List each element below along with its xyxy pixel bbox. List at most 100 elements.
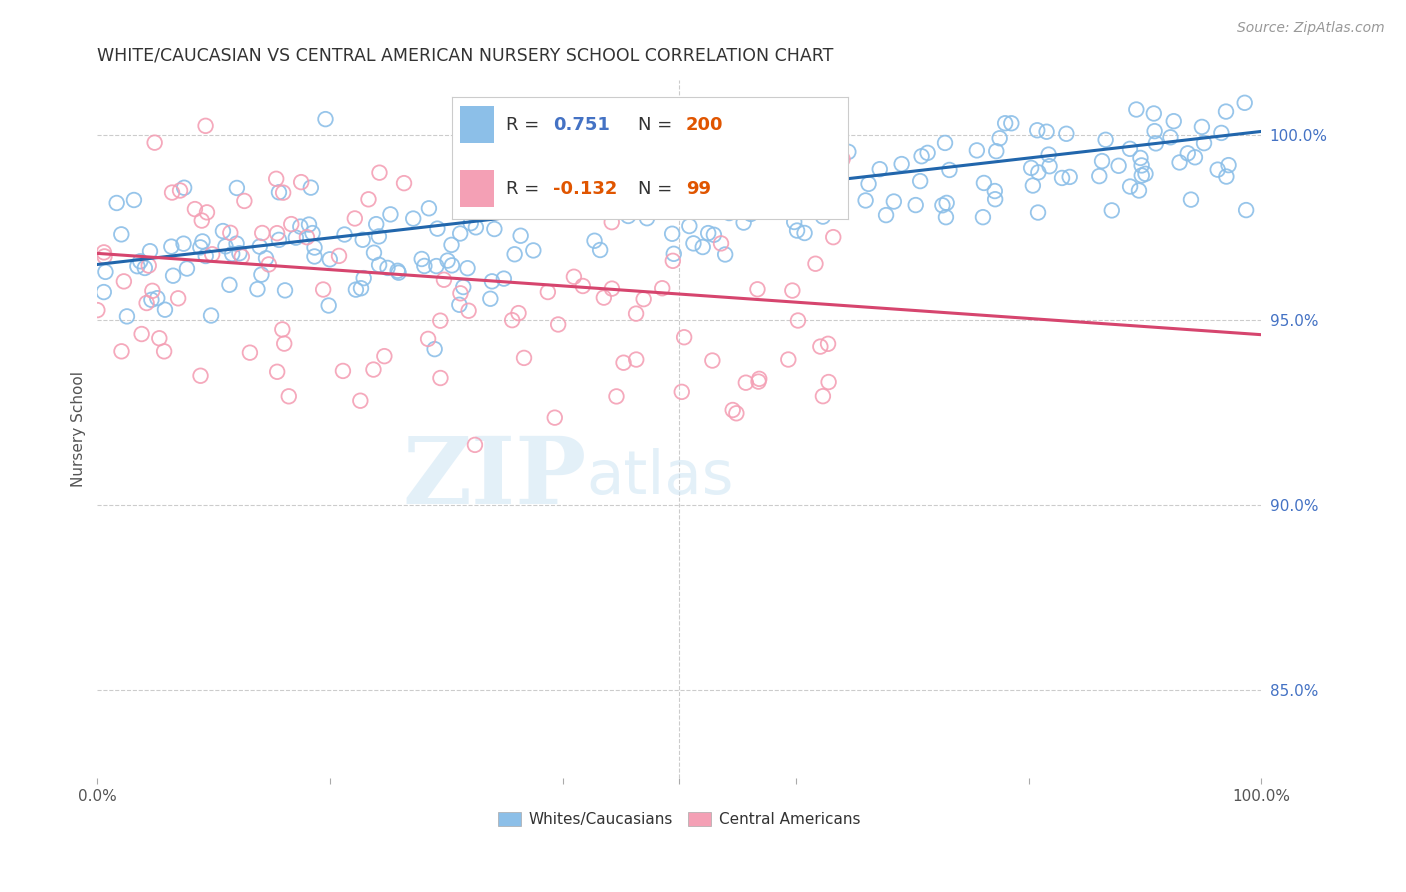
Point <box>678 219 700 233</box>
Point <box>93 249 115 263</box>
Point <box>264 171 287 186</box>
Point <box>564 200 586 214</box>
Text: Source: ZipAtlas.com: Source: ZipAtlas.com <box>1237 21 1385 35</box>
Point <box>935 210 957 224</box>
Point <box>173 180 195 194</box>
Point <box>212 224 235 238</box>
Point <box>1168 155 1191 169</box>
Point <box>318 299 340 313</box>
Point <box>522 244 544 258</box>
Point <box>271 186 294 200</box>
Point <box>94 265 117 279</box>
Point <box>1038 159 1060 173</box>
Point <box>837 145 859 159</box>
Point <box>195 205 218 219</box>
Point <box>547 318 569 332</box>
Point <box>908 174 931 188</box>
Point <box>471 153 494 167</box>
Point <box>110 227 132 242</box>
Point <box>1218 158 1240 172</box>
Point <box>817 375 839 389</box>
Text: WHITE/CAUCASIAN VS CENTRAL AMERICAN NURSERY SCHOOL CORRELATION CHART: WHITE/CAUCASIAN VS CENTRAL AMERICAN NURS… <box>97 46 834 64</box>
Point <box>782 284 804 298</box>
Point <box>380 207 402 221</box>
Point <box>1050 170 1073 185</box>
Point <box>273 336 295 351</box>
Point <box>105 196 128 211</box>
Point <box>823 158 845 172</box>
Point <box>418 202 440 216</box>
Point <box>502 196 524 211</box>
Point <box>721 403 744 417</box>
Point <box>141 293 163 307</box>
Point <box>994 116 1017 130</box>
Point <box>267 186 290 200</box>
Point <box>778 352 800 367</box>
Point <box>122 193 145 207</box>
Point <box>799 191 821 205</box>
Point <box>538 186 561 200</box>
Point <box>426 221 449 235</box>
Point <box>411 252 433 266</box>
Point <box>481 274 503 288</box>
Point <box>184 202 207 216</box>
Point <box>190 213 212 227</box>
Point <box>773 171 796 186</box>
Point <box>811 210 834 224</box>
Point <box>143 136 166 150</box>
Point <box>1180 193 1202 207</box>
Point <box>1143 106 1166 120</box>
Point <box>457 303 479 318</box>
Point <box>503 247 526 261</box>
Point <box>169 184 191 198</box>
Point <box>464 438 486 452</box>
Point <box>1028 165 1050 179</box>
Point <box>592 291 614 305</box>
Point <box>86 303 108 318</box>
Point <box>1128 184 1150 198</box>
Point <box>299 180 322 194</box>
Point <box>1130 158 1153 172</box>
Point <box>266 226 288 240</box>
Point <box>457 261 479 276</box>
Point <box>416 332 439 346</box>
Point <box>536 197 558 211</box>
Point <box>984 184 1007 198</box>
Point <box>274 284 297 298</box>
Point <box>662 247 685 261</box>
Point <box>986 145 1008 159</box>
Text: atlas: atlas <box>586 449 734 508</box>
Point <box>423 342 446 356</box>
Point <box>249 239 271 253</box>
Point <box>350 281 373 295</box>
Point <box>1215 169 1237 184</box>
Point <box>413 259 436 273</box>
Point <box>277 389 299 403</box>
Point <box>599 182 621 196</box>
Point <box>818 180 841 194</box>
Point <box>129 254 152 268</box>
Point <box>636 211 658 226</box>
Point <box>875 208 897 222</box>
Point <box>425 259 447 273</box>
Point <box>93 285 115 299</box>
Point <box>796 161 818 176</box>
Point <box>464 220 486 235</box>
Point <box>509 228 531 243</box>
Point <box>298 218 321 232</box>
Point <box>1094 133 1116 147</box>
Point <box>804 257 827 271</box>
Point <box>675 119 697 133</box>
Point <box>578 196 600 211</box>
Point <box>1144 136 1167 151</box>
Point <box>600 282 623 296</box>
Point <box>387 264 409 278</box>
Point <box>1192 136 1215 150</box>
Point <box>808 340 831 354</box>
Point <box>734 376 756 390</box>
Point <box>135 296 157 310</box>
Point <box>194 249 217 263</box>
Point <box>685 109 707 123</box>
Point <box>231 250 253 264</box>
Point <box>146 291 169 305</box>
